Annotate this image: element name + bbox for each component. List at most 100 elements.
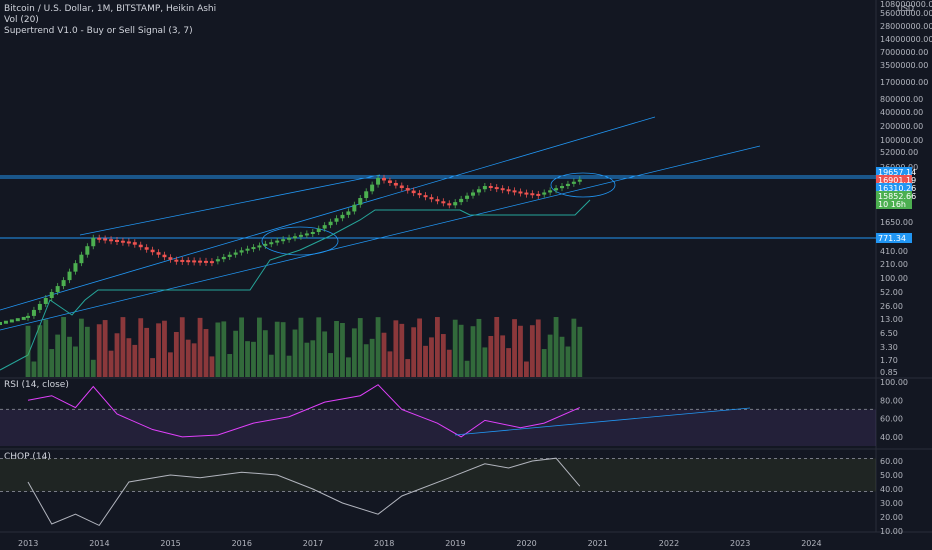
price-tag-label: 771.34 xyxy=(878,234,906,243)
volume-bar xyxy=(310,340,316,377)
candle-body xyxy=(43,298,48,304)
volume-bar xyxy=(488,335,494,377)
volume-bar xyxy=(55,334,61,377)
volume-bar xyxy=(464,360,470,377)
price-tick-label: 210.00 xyxy=(880,260,908,269)
price-tag xyxy=(876,233,912,243)
candle-body xyxy=(423,195,428,198)
candle-body xyxy=(26,315,30,318)
candle-body xyxy=(542,192,547,195)
candle-body xyxy=(85,246,90,255)
candle-body xyxy=(0,322,2,325)
volume-bar xyxy=(251,341,256,377)
candle-body xyxy=(287,237,292,240)
candle-body xyxy=(215,259,220,262)
volume-bar xyxy=(245,341,250,377)
candle-body xyxy=(310,232,315,235)
candle-body xyxy=(565,183,570,187)
price-tick-label: 410.00 xyxy=(880,247,908,256)
candle-body xyxy=(577,179,582,182)
candle-body xyxy=(209,261,214,264)
time-tick-label: 2020 xyxy=(516,539,536,548)
rsi-pane-title[interactable]: RSI (14, close) xyxy=(4,380,69,390)
chop-pane-title[interactable]: CHOP (14) xyxy=(4,452,51,462)
volume-bar xyxy=(108,350,114,377)
time-tick-label: 2022 xyxy=(659,539,679,548)
volume-bar xyxy=(482,347,488,377)
volume-bar xyxy=(375,317,381,377)
price-tag-label: 10 16h xyxy=(878,200,906,209)
candle-body xyxy=(257,245,262,248)
volume-bar xyxy=(49,349,55,377)
candle-body xyxy=(245,248,250,251)
candle-body xyxy=(132,242,137,245)
volume-bar xyxy=(423,345,428,377)
price-tick-label: 100000.00 xyxy=(880,136,923,145)
candle-body xyxy=(322,225,327,229)
volume-bar xyxy=(84,326,90,377)
candle-body xyxy=(364,191,369,199)
volume-bar xyxy=(25,325,31,377)
volume-bar xyxy=(156,323,161,377)
price-tick-label: 100.00 xyxy=(880,274,908,283)
currency-label: USD xyxy=(897,4,914,13)
candle-body xyxy=(554,188,559,191)
rsi-tick-label: 80.00 xyxy=(880,396,903,405)
price-tag-label: 19657.14 xyxy=(878,168,916,177)
highlight-ellipse-2016 xyxy=(261,226,339,256)
volume-bar xyxy=(37,325,43,377)
channel-inner-trendline xyxy=(79,174,381,236)
candle-body xyxy=(488,186,493,189)
candle-body xyxy=(21,316,26,320)
volume-bar xyxy=(357,318,363,377)
volume-bar xyxy=(369,338,375,377)
candle-body xyxy=(298,234,303,237)
time-tick-label: 2016 xyxy=(232,539,252,548)
price-tick-label: 26.00 xyxy=(880,302,903,311)
candle-body xyxy=(263,243,268,246)
volume-bar xyxy=(363,344,369,377)
chop-tick-label: 10.00 xyxy=(880,527,903,536)
volume-bar xyxy=(304,342,310,377)
channel-upper-trendline xyxy=(0,116,656,311)
volume-legend[interactable]: Vol (20) xyxy=(4,15,39,25)
price-tag-label: 16901.19 xyxy=(878,176,916,185)
volume-bar xyxy=(470,326,476,377)
candle-body xyxy=(352,204,357,212)
candle-body xyxy=(186,260,191,263)
candle-body xyxy=(560,186,564,189)
candle-body xyxy=(476,189,481,193)
volume-bar xyxy=(446,349,452,377)
price-tick-label: 3.30 xyxy=(880,343,898,352)
volume-bar xyxy=(262,330,268,377)
candle-body xyxy=(316,228,321,233)
price-tick-label: 108000000.00 xyxy=(880,0,932,9)
candle-body xyxy=(524,192,529,195)
volume-bar xyxy=(565,346,571,377)
volume-bar xyxy=(173,331,179,377)
rsi-band-fill xyxy=(0,409,876,446)
candle-body xyxy=(494,187,499,190)
chop-tick-label: 20.00 xyxy=(880,513,903,522)
rsi-trendline xyxy=(454,407,751,436)
price-tick-label: 56000000.00 xyxy=(880,9,932,18)
candle-body xyxy=(55,286,60,293)
candle-body xyxy=(482,186,487,190)
volume-bar xyxy=(524,361,529,377)
volume-bar xyxy=(435,317,440,377)
candle-body xyxy=(251,247,256,250)
supertrend-legend[interactable]: Supertrend V1.0 - Buy or Sell Signal (3,… xyxy=(4,26,193,36)
price-tick-label: 28000000.00 xyxy=(880,22,932,31)
volume-bar xyxy=(209,356,215,377)
candle-body xyxy=(382,177,386,181)
rsi-tick-label: 40.00 xyxy=(880,433,903,442)
candle-body xyxy=(571,181,576,184)
price-tag xyxy=(876,199,912,209)
volume-bar xyxy=(162,320,167,377)
volume-bar xyxy=(79,318,84,377)
time-tick-label: 2023 xyxy=(730,539,750,548)
price-tag xyxy=(876,175,912,185)
volume-bar xyxy=(274,321,280,377)
candle-body xyxy=(358,198,363,205)
